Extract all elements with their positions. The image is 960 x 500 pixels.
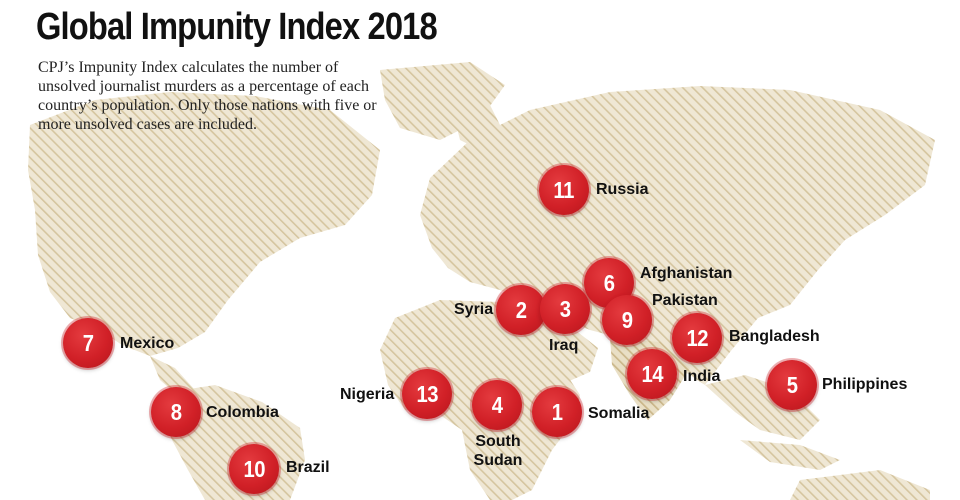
marker-brazil[interactable]: 10: [229, 444, 279, 494]
label-colombia: Colombia: [206, 404, 279, 421]
marker-rank: 12: [686, 324, 708, 351]
marker-somalia[interactable]: 1: [532, 387, 582, 437]
label-russia: Russia: [596, 181, 649, 198]
marker-russia[interactable]: 11: [539, 165, 589, 215]
label-philippines: Philippines: [822, 376, 908, 393]
marker-south-sudan[interactable]: 4: [472, 380, 522, 430]
north-america-landmass: [28, 92, 380, 356]
page-title: Global Impunity Index 2018: [36, 6, 438, 48]
marker-syria[interactable]: 2: [496, 285, 546, 335]
marker-rank: 2: [515, 296, 527, 323]
label-pakistan: Pakistan: [652, 292, 718, 309]
marker-rank: 1: [551, 398, 563, 425]
marker-rank: 14: [641, 360, 663, 387]
marker-rank: 3: [559, 295, 571, 322]
australia-landmass: [790, 470, 930, 500]
marker-mexico[interactable]: 7: [63, 318, 113, 368]
marker-iraq[interactable]: 3: [540, 284, 590, 334]
label-mexico: Mexico: [120, 335, 175, 352]
marker-india[interactable]: 14: [627, 349, 677, 399]
label-somalia: Somalia: [588, 405, 650, 422]
label-bangladesh: Bangladesh: [729, 328, 820, 345]
label-nigeria: Nigeria: [340, 386, 395, 403]
marker-bangladesh[interactable]: 12: [672, 313, 722, 363]
central-america-landmass: [150, 356, 195, 396]
marker-rank: 5: [786, 371, 798, 398]
scandinavia-landmass: [455, 105, 505, 150]
marker-rank: 4: [491, 391, 503, 418]
marker-colombia[interactable]: 8: [151, 387, 201, 437]
label-syria: Syria: [454, 301, 494, 318]
label-south-sudan: South Sudan: [473, 433, 523, 469]
marker-rank: 7: [82, 329, 94, 356]
marker-rank: 11: [553, 176, 575, 203]
marker-rank: 8: [170, 398, 182, 425]
marker-rank: 10: [243, 455, 265, 482]
label-brazil: Brazil: [286, 459, 330, 476]
marker-rank: 6: [603, 269, 615, 296]
label-afghanistan: Afghanistan: [640, 265, 733, 282]
marker-nigeria[interactable]: 13: [402, 369, 452, 419]
indonesia-landmass: [740, 440, 840, 470]
marker-rank: 9: [621, 306, 633, 333]
marker-rank: 13: [416, 380, 438, 407]
marker-philippines[interactable]: 5: [767, 360, 817, 410]
index-description: CPJ’s Impunity Index calculates the numb…: [38, 59, 377, 133]
label-india: India: [683, 368, 721, 385]
marker-pakistan[interactable]: 9: [602, 295, 652, 345]
label-iraq: Iraq: [549, 337, 579, 354]
